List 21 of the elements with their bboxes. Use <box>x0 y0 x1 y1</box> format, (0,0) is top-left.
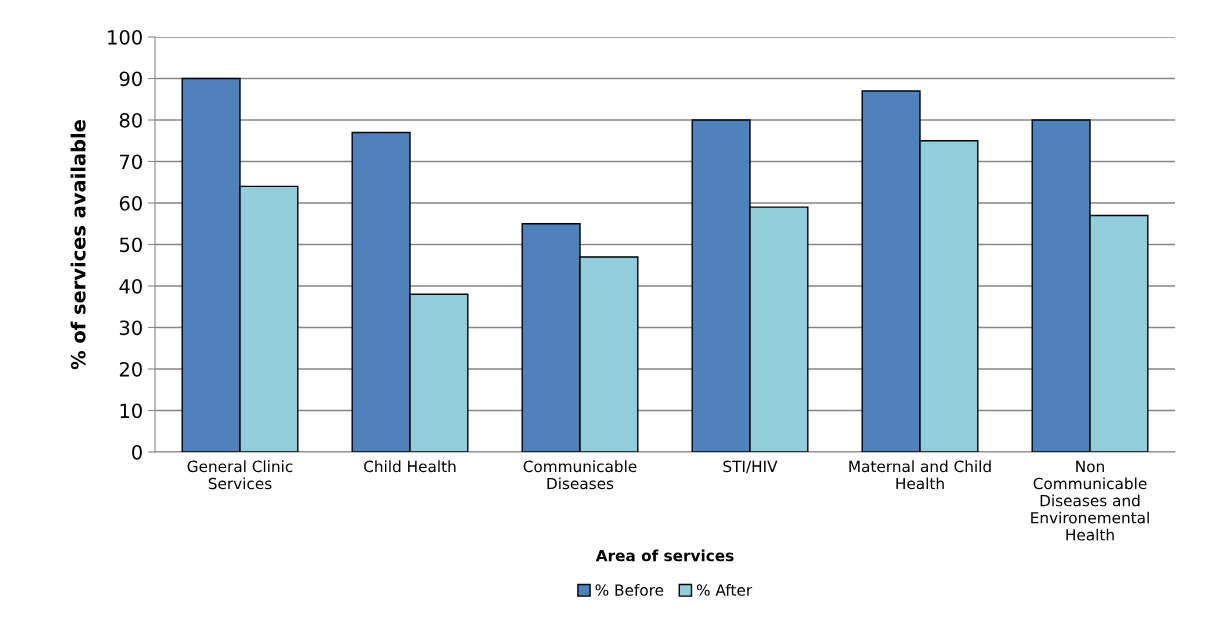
y-axis-title: % of services available <box>70 120 86 370</box>
y-tick-label: 10 <box>120 403 142 419</box>
y-tick-label: 50 <box>119 237 142 253</box>
y-tick-label: 70 <box>120 154 142 170</box>
x-tick-label: STI/HIV <box>723 460 778 474</box>
x-tick-label: Communicable Diseases <box>523 460 637 490</box>
legend-label: % Before <box>595 584 664 596</box>
x-tick-label: General Clinic Services <box>187 460 293 490</box>
y-tick-label: 100 <box>108 29 142 45</box>
x-axis-title: Area of services <box>595 549 734 562</box>
x-tick-label: Child Health <box>364 460 456 473</box>
y-tick-label: 90 <box>119 71 142 87</box>
x-tick-label: Non Communicable Diseases and Environemental Health <box>1031 460 1149 541</box>
x-tick-label: Maternal and Child Health <box>849 460 991 490</box>
y-tick-label: 20 <box>119 361 142 377</box>
legend-label: % After <box>696 584 753 596</box>
y-tick-label: 30 <box>119 320 142 336</box>
y-tick-label: 40 <box>119 278 142 294</box>
y-tick-label: 60 <box>119 195 142 211</box>
y-tick-label: 80 <box>119 112 142 128</box>
y-tick-label: 0 <box>132 444 142 460</box>
